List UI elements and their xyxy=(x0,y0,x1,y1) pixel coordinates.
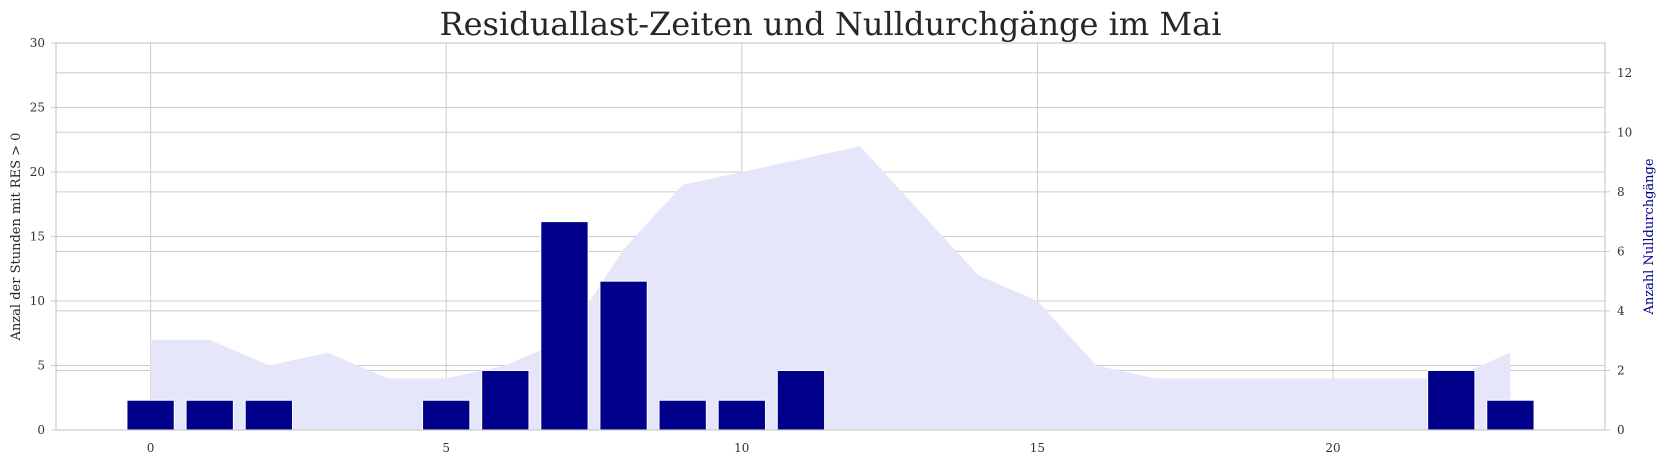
x-tick-label: 0 xyxy=(147,441,155,455)
y-right-tick-label: 2 xyxy=(1617,363,1625,377)
y-left-tick-label: 5 xyxy=(37,359,45,373)
bar xyxy=(244,399,293,431)
y-right-tick-label: 12 xyxy=(1617,66,1632,80)
area-series-fill xyxy=(150,146,1511,430)
y-right-tick-label: 10 xyxy=(1617,125,1632,139)
chart-title: Residuallast-Zeiten und Nulldurchgänge i… xyxy=(440,5,1222,43)
y-axis-left: 0 5 10 15 20 25 30 xyxy=(30,36,56,437)
y-axis-right: 0 2 4 6 8 10 12 xyxy=(1605,66,1632,437)
y-left-tick-label: 30 xyxy=(30,36,45,50)
y-axis-right-label: Anzahl Nulldurchgänge xyxy=(1642,158,1657,315)
y-left-tick-label: 25 xyxy=(30,101,45,115)
bar xyxy=(658,399,707,431)
x-tick-label: 15 xyxy=(1030,441,1045,455)
y-right-tick-label: 4 xyxy=(1617,304,1625,318)
bar xyxy=(126,399,175,431)
bar xyxy=(185,399,234,431)
y-left-tick-label: 0 xyxy=(37,423,45,437)
y-right-tick-label: 6 xyxy=(1617,244,1625,258)
x-tick-label: 20 xyxy=(1325,441,1340,455)
y-axis-left-label: Anzal der Stunden mit RES > 0 xyxy=(9,133,24,342)
y-left-tick-label: 15 xyxy=(30,230,45,244)
bar xyxy=(776,369,826,431)
y-left-tick-label: 10 xyxy=(30,294,45,308)
y-left-tick-label: 20 xyxy=(30,165,45,179)
bar xyxy=(717,399,766,431)
x-axis: 0 5 10 15 20 xyxy=(147,441,1341,455)
bar xyxy=(481,369,530,431)
bar-series xyxy=(126,221,1535,431)
area-series xyxy=(150,146,1511,430)
bar xyxy=(540,221,589,431)
x-tick-label: 5 xyxy=(442,441,450,455)
bar xyxy=(422,399,471,431)
bar xyxy=(599,280,648,431)
bar xyxy=(1427,369,1476,431)
bar xyxy=(1486,399,1535,431)
x-tick-label: 10 xyxy=(734,441,749,455)
y-right-tick-label: 8 xyxy=(1617,185,1625,199)
y-right-tick-label: 0 xyxy=(1617,423,1625,437)
